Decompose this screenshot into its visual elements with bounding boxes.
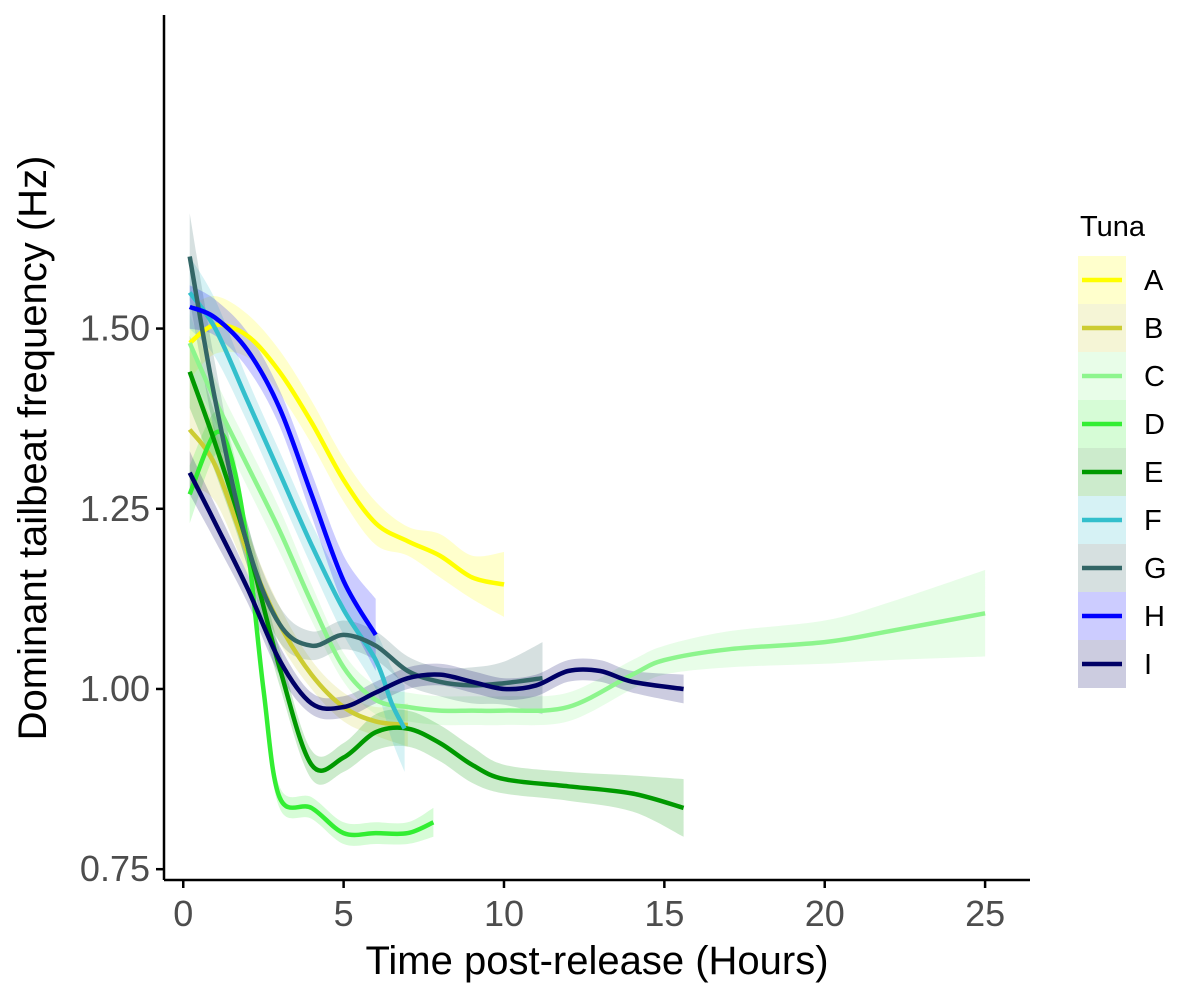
x-tick-label: 25: [965, 893, 1005, 934]
legend-label-d: D: [1144, 409, 1165, 441]
y-tick-label: 1.00: [80, 668, 150, 709]
line-i: [187, 471, 684, 712]
x-axis-title: Time post-release (Hours): [365, 939, 828, 983]
legend-label-g: G: [1144, 553, 1167, 585]
y-axis-ticks: 0.75 1.00 1.25 1.50: [80, 308, 164, 889]
band-i: [189, 451, 684, 720]
line-b: [187, 428, 409, 728]
band-a: [189, 296, 504, 617]
series-lines: [187, 256, 986, 838]
band-g: [189, 213, 543, 715]
x-tick-label: 15: [644, 893, 684, 934]
line-d: [187, 429, 435, 838]
legend-label-a: A: [1144, 265, 1164, 297]
y-tick-label: 1.25: [80, 488, 150, 529]
x-tick-label: 10: [484, 893, 524, 934]
legend-label-h: H: [1144, 601, 1165, 633]
legend-title: Tuna: [1080, 211, 1146, 243]
y-tick-label: 1.50: [80, 308, 150, 349]
legend-label-c: C: [1144, 361, 1165, 393]
legend-label-f: F: [1144, 505, 1162, 537]
x-axis-ticks: 0 5 10 15 20 25: [173, 880, 1005, 934]
band-d: [189, 410, 434, 846]
x-tick-label: 20: [805, 893, 845, 934]
legend-label-i: I: [1144, 649, 1152, 681]
x-tick-label: 0: [173, 893, 193, 934]
line-h: [188, 304, 378, 637]
confidence-bands: [189, 213, 986, 846]
line-a: [188, 322, 505, 587]
y-axis-title: Dominant tailbeat frequency (Hz): [11, 156, 55, 741]
legend-label-b: B: [1144, 313, 1163, 345]
band-e: [189, 335, 684, 837]
legend-label-e: E: [1144, 457, 1163, 489]
y-tick-label: 0.75: [80, 848, 150, 889]
line-c: [187, 342, 986, 714]
line-g: [187, 256, 543, 688]
x-tick-label: 5: [334, 893, 354, 934]
band-b: [189, 371, 408, 747]
